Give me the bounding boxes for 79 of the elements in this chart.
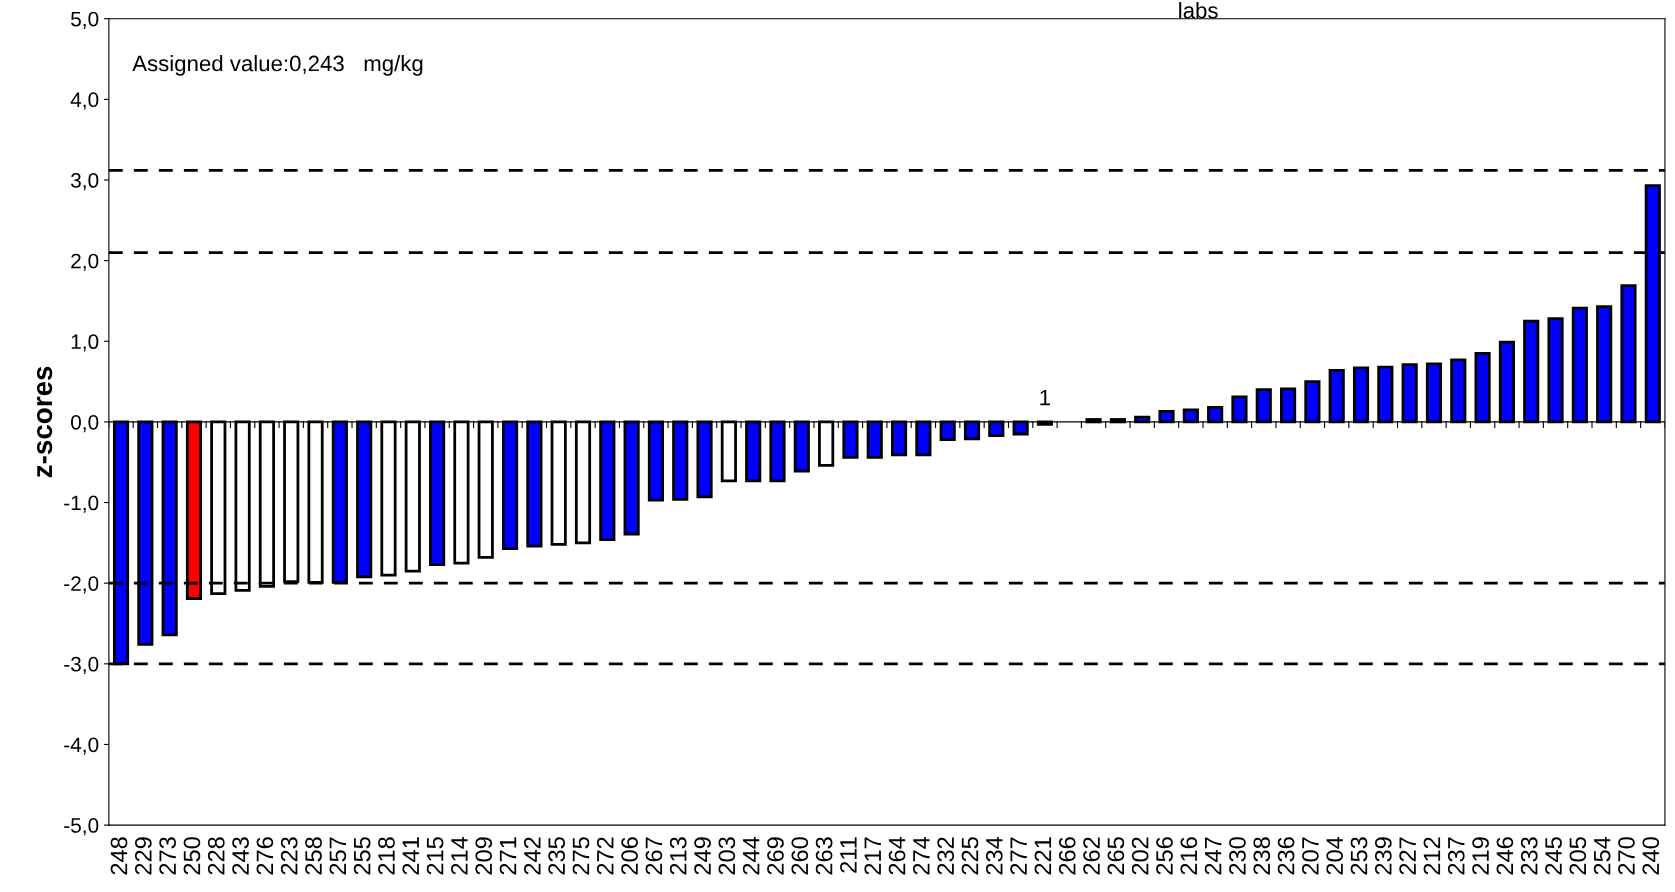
- x-tick-label: 247: [1204, 837, 1222, 875]
- x-tick-label: 242: [523, 837, 541, 875]
- x-tick-label: 225: [961, 837, 979, 875]
- x-tick-label: 203: [718, 837, 736, 875]
- x-tick-label: 235: [548, 837, 566, 875]
- y-tick-label: -3,0: [64, 656, 99, 675]
- x-tick-label: 229: [134, 837, 152, 875]
- x-tick-label: 257: [329, 837, 347, 875]
- y-tick-label: -2,0: [64, 576, 99, 594]
- x-tick-label: 244: [742, 836, 760, 875]
- x-tick-label: 273: [159, 837, 176, 875]
- y-tick-label: 5,0: [71, 11, 99, 29]
- x-tick-label: 205: [1569, 837, 1587, 875]
- x-tick-label: 218: [378, 837, 395, 875]
- y-tick-label: 1,0: [71, 334, 99, 352]
- annotation: 1: [1040, 389, 1050, 406]
- x-tick-label: 202: [1131, 837, 1149, 875]
- x-tick-label: 269: [767, 837, 784, 875]
- text: labs: [1179, 2, 1218, 19]
- x-tick-label: 211: [840, 837, 857, 873]
- y-tick-label: 3,0: [70, 173, 99, 191]
- x-tick-label: 275: [572, 837, 590, 875]
- x-tick-label: 238: [1253, 837, 1271, 875]
- x-tick-label: 206: [621, 837, 638, 875]
- x-tick-label: 215: [426, 837, 444, 875]
- x-tick-label: 263: [815, 837, 833, 875]
- x-tick-label: 221: [1034, 837, 1052, 875]
- y-tick-label: -4,0: [64, 737, 99, 755]
- x-tick-label: 272: [596, 837, 614, 875]
- x-tick-label: 213: [669, 837, 687, 875]
- x-tick-label: 277: [1010, 837, 1027, 875]
- y-axis-title: z-scores: [36, 366, 53, 478]
- x-tick-label: 260: [791, 837, 809, 875]
- x-tick-label: 249: [694, 837, 711, 875]
- x-tick-label: 230: [1229, 837, 1246, 875]
- x-tick-label: 216: [1180, 837, 1198, 875]
- x-tick-label: 217: [864, 837, 881, 875]
- x-tick-label: 245: [1545, 837, 1562, 875]
- x-tick-label: 227: [1399, 837, 1416, 875]
- x-tick-label: 270: [1618, 837, 1635, 875]
- x-tick-label: 219: [1472, 837, 1489, 875]
- x-tick-label: 223: [280, 837, 298, 875]
- y-tick-label: 0,0: [71, 414, 99, 433]
- y-tick-label: 2,0: [71, 253, 99, 271]
- x-tick-label: 250: [183, 837, 201, 875]
- x-tick-label: 234: [985, 836, 1003, 875]
- x-tick-label: 264: [888, 836, 906, 875]
- y-tick-label: -5,0: [64, 818, 99, 836]
- x-tick-label: 209: [475, 837, 493, 875]
- x-tick-label: 236: [1277, 837, 1295, 875]
- x-tick-label: 240: [1642, 837, 1660, 875]
- x-tick-label: 254: [1593, 836, 1611, 875]
- x-tick-label: 266: [1058, 837, 1076, 875]
- x-tick-label: 246: [1496, 837, 1514, 875]
- x-tick-label: 256: [1156, 837, 1173, 875]
- x-tick-label: 207: [1302, 837, 1319, 875]
- x-tick-label: 262: [1083, 837, 1100, 875]
- x-tick-label: 237: [1447, 837, 1465, 875]
- x-tick-label: 255: [353, 837, 371, 875]
- y-tick-label: 4,0: [70, 92, 99, 110]
- x-tick-label: 243: [232, 837, 249, 875]
- x-tick-label: 233: [1520, 837, 1538, 875]
- x-tick-label: 265: [1107, 837, 1125, 875]
- x-tick-label: 212: [1423, 837, 1441, 875]
- x-tick-label: 271: [499, 837, 517, 875]
- x-tick-label: 258: [305, 837, 322, 875]
- x-tick-label: 204: [1326, 836, 1344, 875]
- x-tick-label: 248: [110, 837, 128, 875]
- x-tick-label: 239: [1374, 837, 1392, 875]
- x-tick-label: 253: [1350, 837, 1368, 875]
- x-tick-label: 241: [402, 837, 419, 875]
- x-tick-label: 267: [645, 837, 663, 875]
- x-tick-label: 232: [937, 837, 955, 875]
- x-tick-label: 214: [451, 836, 468, 875]
- annotation: Assigned value:0,243 mg/kg: [132, 55, 423, 76]
- x-tick-label: 274: [913, 836, 930, 875]
- x-tick-label: 228: [207, 837, 225, 875]
- y-tick-label: -1,0: [64, 495, 99, 513]
- x-tick-label: 276: [256, 837, 274, 875]
